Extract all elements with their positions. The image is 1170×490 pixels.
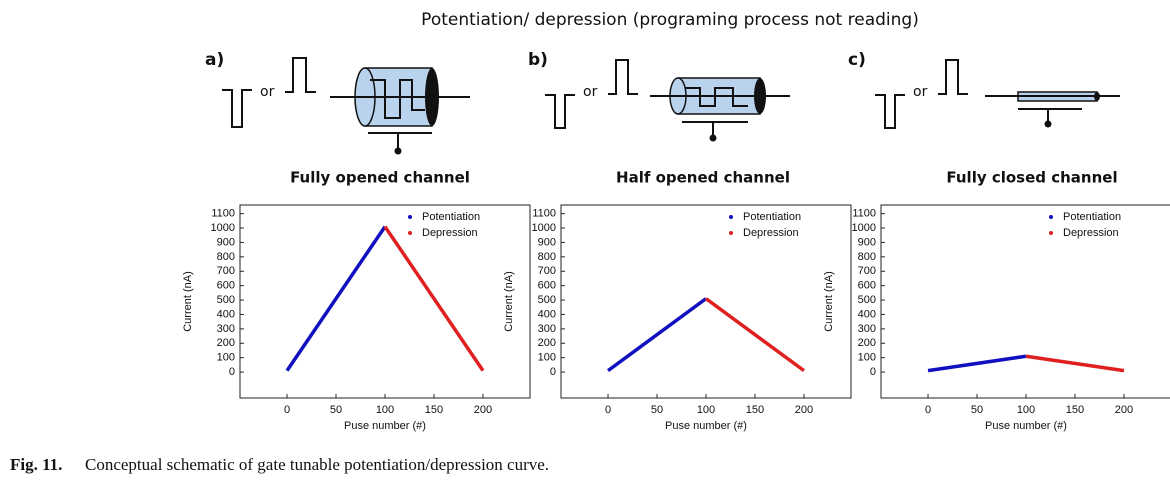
y-tick-label: 100 <box>858 352 876 364</box>
y-tick-label: 600 <box>217 280 235 292</box>
y-tick-label: 0 <box>870 366 876 378</box>
y-tick-label: 200 <box>217 337 235 349</box>
legend-marker <box>408 215 412 219</box>
or-text: or <box>913 84 928 100</box>
legend-marker <box>1049 231 1053 235</box>
x-tick-label: 200 <box>1115 404 1133 416</box>
x-tick-label: 150 <box>746 404 764 416</box>
y-tick-label: 400 <box>858 308 876 320</box>
y-tick-label: 900 <box>858 236 876 248</box>
y-tick-label: 1100 <box>211 208 235 220</box>
x-tick-label: 100 <box>376 404 394 416</box>
legend-label: Potentiation <box>422 211 480 223</box>
legend-label: Potentiation <box>1063 211 1121 223</box>
y-tick-label: 1000 <box>852 222 876 234</box>
y-tick-label: 300 <box>217 323 235 335</box>
y-tick-label: 0 <box>550 366 556 378</box>
x-tick-label: 50 <box>971 404 983 416</box>
y-tick-label: 600 <box>858 280 876 292</box>
y-tick-label: 700 <box>858 265 876 277</box>
or-text: or <box>260 84 275 100</box>
y-axis-label: Current (nA) <box>503 271 515 332</box>
y-tick-label: 400 <box>538 308 556 320</box>
y-axis-label: Current (nA) <box>823 271 835 332</box>
y-axis-label: Current (nA) <box>182 271 194 332</box>
y-tick-label: 100 <box>538 352 556 364</box>
series-line <box>606 297 708 373</box>
legend-marker <box>729 231 733 235</box>
schematic <box>875 59 1120 129</box>
schematic <box>222 57 470 155</box>
legend-marker <box>1049 215 1053 219</box>
x-axis-label: Puse number (#) <box>985 420 1067 432</box>
y-tick-label: 300 <box>858 323 876 335</box>
y-tick-label: 500 <box>538 294 556 306</box>
caption-text: Conceptual schematic of gate tunable pot… <box>85 455 549 474</box>
x-tick-label: 150 <box>425 404 443 416</box>
channel-caption: Fully opened channel <box>290 169 470 187</box>
x-tick-label: 0 <box>605 404 611 416</box>
x-tick-label: 150 <box>1066 404 1084 416</box>
schematic <box>545 59 790 142</box>
x-tick-label: 0 <box>925 404 931 416</box>
y-tick-label: 200 <box>538 337 556 349</box>
y-tick-label: 700 <box>217 265 235 277</box>
panel-label: b) <box>528 50 548 70</box>
legend-label: Potentiation <box>743 211 801 223</box>
y-tick-label: 500 <box>217 294 235 306</box>
plot-frame <box>880 204 1170 399</box>
y-tick-label: 1000 <box>211 222 235 234</box>
x-tick-label: 50 <box>651 404 663 416</box>
channel-caption: Half opened channel <box>616 169 790 187</box>
x-axis-label: Puse number (#) <box>665 420 747 432</box>
y-tick-label: 0 <box>229 366 235 378</box>
x-tick-label: 100 <box>697 404 715 416</box>
y-tick-label: 1100 <box>852 208 876 220</box>
y-tick-label: 700 <box>538 265 556 277</box>
y-tick-label: 1100 <box>532 208 556 220</box>
channel-caption: Fully closed channel <box>946 169 1117 187</box>
x-tick-label: 200 <box>474 404 492 416</box>
y-tick-label: 900 <box>217 236 235 248</box>
x-tick-label: 0 <box>284 404 290 416</box>
series-line <box>704 297 806 373</box>
series-line <box>927 354 1027 373</box>
x-tick-label: 100 <box>1017 404 1035 416</box>
y-tick-label: 800 <box>858 251 876 263</box>
y-tick-label: 1000 <box>532 222 556 234</box>
plot-frame <box>239 204 531 399</box>
panel-label: a) <box>205 50 224 70</box>
figure-title: Potentiation/ depression (programing pro… <box>421 10 919 30</box>
legend-marker <box>729 215 733 219</box>
series-line <box>1025 354 1125 373</box>
y-tick-label: 500 <box>858 294 876 306</box>
y-tick-label: 400 <box>217 308 235 320</box>
y-tick-label: 800 <box>217 251 235 263</box>
legend-label: Depression <box>1063 227 1119 239</box>
y-tick-label: 200 <box>858 337 876 349</box>
or-text: or <box>583 84 598 100</box>
series-line <box>383 225 485 372</box>
plot-frame <box>560 204 852 399</box>
legend-marker <box>408 231 412 235</box>
legend-label: Depression <box>422 227 478 239</box>
y-tick-label: 300 <box>538 323 556 335</box>
y-tick-label: 900 <box>538 236 556 248</box>
legend-label: Depression <box>743 227 799 239</box>
series-line <box>285 225 387 372</box>
y-tick-label: 100 <box>217 352 235 364</box>
x-tick-label: 200 <box>795 404 813 416</box>
caption-label: Fig. 11. <box>10 455 62 474</box>
panel-label: c) <box>848 50 866 70</box>
y-tick-label: 800 <box>538 251 556 263</box>
x-axis-label: Puse number (#) <box>344 420 426 432</box>
x-tick-label: 50 <box>330 404 342 416</box>
y-tick-label: 600 <box>538 280 556 292</box>
